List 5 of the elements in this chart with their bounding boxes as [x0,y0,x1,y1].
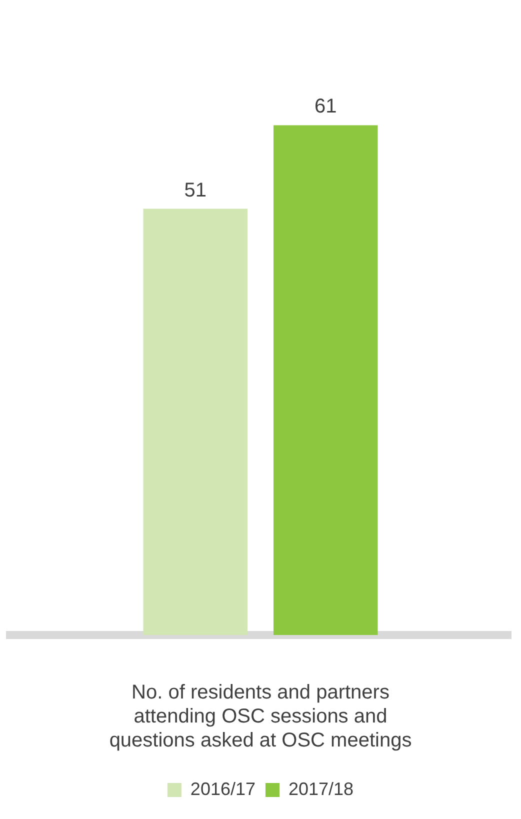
data-label: 51 [184,179,206,202]
legend-label: 2017/18 [288,778,354,799]
x-axis-title: No. of residents and partners attending OSC sessions and questions asked at OSC meetings [109,682,412,752]
data-label: 61 [314,96,337,118]
legend-label: 2016/17 [190,778,256,799]
